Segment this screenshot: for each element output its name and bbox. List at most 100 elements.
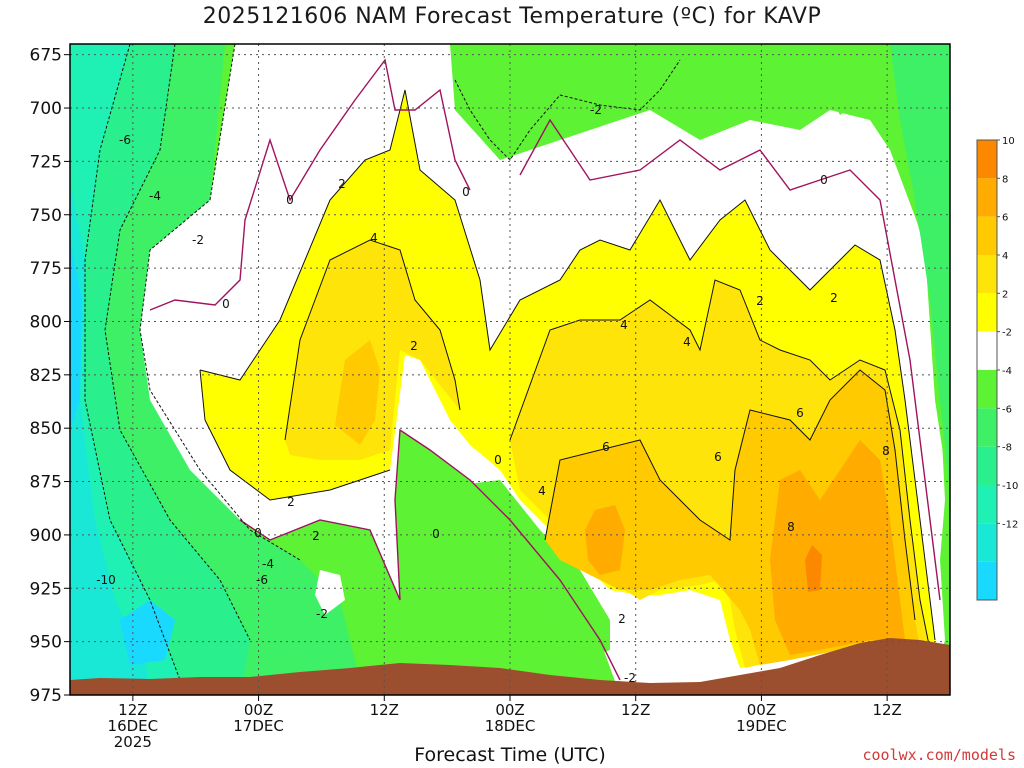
contour-label: 0 xyxy=(494,453,502,467)
contour-label: 4 xyxy=(620,318,628,332)
contour-2b xyxy=(199,369,391,501)
colorbar-segment xyxy=(977,408,997,447)
colorbar-segment xyxy=(977,140,997,179)
contour-label: 8 xyxy=(882,444,890,458)
contour-label: 6 xyxy=(714,450,722,464)
colorbar-segment xyxy=(977,178,997,217)
contour-label: -2 xyxy=(590,103,602,117)
colorbar-tick-label: 6 xyxy=(1002,213,1008,224)
y-tick-label: 675 xyxy=(30,46,62,66)
x-tick-label: 19DEC xyxy=(736,717,787,735)
x-axis-label: Forecast Time (UTC) xyxy=(414,744,606,766)
colorbar-tick-label: 4 xyxy=(1002,251,1008,262)
colorbar-segment xyxy=(977,216,997,255)
colorbar-segment xyxy=(977,523,997,562)
contour-neg4 xyxy=(104,44,251,641)
x-tick-label: 12Z xyxy=(370,701,399,719)
y-axis: 675 700 725 750 775 800 825 850 875 900 925 950 975 xyxy=(30,46,70,706)
chart-title: 2025121606 NAM Forecast Temperature (ºC)… xyxy=(202,4,822,29)
contour-label: -10 xyxy=(96,573,116,587)
y-tick-label: 900 xyxy=(30,526,62,546)
colorbar-segment xyxy=(977,331,997,370)
y-tick-label: 950 xyxy=(30,633,62,653)
x-tick-label: 12Z xyxy=(621,701,650,719)
field-warm-6 xyxy=(585,505,625,575)
colorbar-segment xyxy=(977,370,997,409)
contour-label: -6 xyxy=(256,573,268,587)
field-neutral-2 xyxy=(315,570,345,615)
contour-label: -4 xyxy=(262,557,274,571)
colorbar-tick-label: -8 xyxy=(1002,443,1012,454)
contour-label: 0 xyxy=(254,526,262,540)
y-tick-label: 725 xyxy=(30,152,62,172)
contour-label: -2 xyxy=(624,671,636,685)
colorbar-tick-label: 2 xyxy=(1002,289,1008,300)
x-tick-label: 18DEC xyxy=(485,717,536,735)
y-tick-label: 975 xyxy=(30,686,62,706)
contour-0-right xyxy=(519,118,941,601)
y-tick-label: 775 xyxy=(30,259,62,279)
contour-label: -2 xyxy=(316,607,328,621)
contour-4 xyxy=(284,239,461,441)
x-tick-label: 00Z xyxy=(747,701,776,719)
contour-label: 0 xyxy=(820,173,828,187)
colorbar-segment xyxy=(977,446,997,485)
contour-label: 0 xyxy=(286,193,294,207)
contour-label: 4 xyxy=(538,484,546,498)
x-tick-label: 00Z xyxy=(495,701,524,719)
contour-neg2-top xyxy=(454,59,681,161)
field-green-patch-2 xyxy=(470,495,590,645)
x-tick-label: 12Z xyxy=(118,701,147,719)
contour-4b xyxy=(509,279,931,651)
y-tick-label: 700 xyxy=(30,99,62,119)
contour-label: 2 xyxy=(618,612,626,626)
contour-0-left xyxy=(149,58,471,311)
y-tick-label: 750 xyxy=(30,206,62,226)
colorbar-segment xyxy=(977,485,997,524)
field-cold-4 xyxy=(70,180,150,695)
colorbar-tick-label: -6 xyxy=(1002,404,1012,415)
contour-2 xyxy=(199,89,936,641)
contour-label: 2 xyxy=(312,529,320,543)
contour-label: 2 xyxy=(830,291,838,305)
contour-label: 2 xyxy=(410,339,418,353)
x-tick-label: 17DEC xyxy=(233,717,284,735)
contour-neg2 xyxy=(139,44,301,561)
contour-label: 2 xyxy=(287,495,295,509)
field-warm-8 xyxy=(805,545,822,592)
contour-neg6 xyxy=(84,44,181,681)
contour-label: -6 xyxy=(119,133,131,147)
temperature-field xyxy=(70,44,950,695)
y-tick-label: 850 xyxy=(30,419,62,439)
contour-label: 2 xyxy=(338,177,346,191)
colorbar-segment xyxy=(977,255,997,294)
contour-labels: -6 -4 -2 -10 -6 -4 -2 0 2 0 2 4 2 0 0 2 4 6 0 4 0 2 4 6 8 6 8 2 0 2 -2… xyxy=(96,103,890,685)
y-tick-label: 825 xyxy=(30,366,62,386)
colorbar-tick-label: -4 xyxy=(1002,366,1012,377)
contour-label: 6 xyxy=(796,406,804,420)
y-tick-label: 875 xyxy=(30,473,62,493)
x-tick-label: 2025 xyxy=(114,733,152,751)
colorbar-segment xyxy=(977,293,997,332)
x-tick-label: 00Z xyxy=(244,701,273,719)
colorbar: -12 -10 -8 -6 -4 -2 2 4 6 8 10 xyxy=(976,136,1018,601)
field-warm-4 xyxy=(335,340,380,445)
field-green-right xyxy=(890,44,950,490)
field-cold-5 xyxy=(70,240,82,430)
grid xyxy=(70,44,950,695)
x-tick-label: 16DEC xyxy=(108,717,159,735)
colorbar-tick-label: -10 xyxy=(1002,481,1018,492)
contour-label: -4 xyxy=(149,189,161,203)
x-tick-label: 12Z xyxy=(872,701,901,719)
field-cold-6 xyxy=(120,600,175,665)
contour-label: 2 xyxy=(756,294,764,308)
contour-label: 4 xyxy=(370,231,378,245)
colorbar-tick-label: -12 xyxy=(1002,519,1018,530)
colorbar-tick-label: 10 xyxy=(1002,136,1015,147)
contour-label: 0 xyxy=(222,297,230,311)
contour-label: 4 xyxy=(683,335,691,349)
colorbar-segment xyxy=(977,561,997,600)
contour-0-mid xyxy=(239,428,621,681)
y-tick-label: 800 xyxy=(30,312,62,332)
